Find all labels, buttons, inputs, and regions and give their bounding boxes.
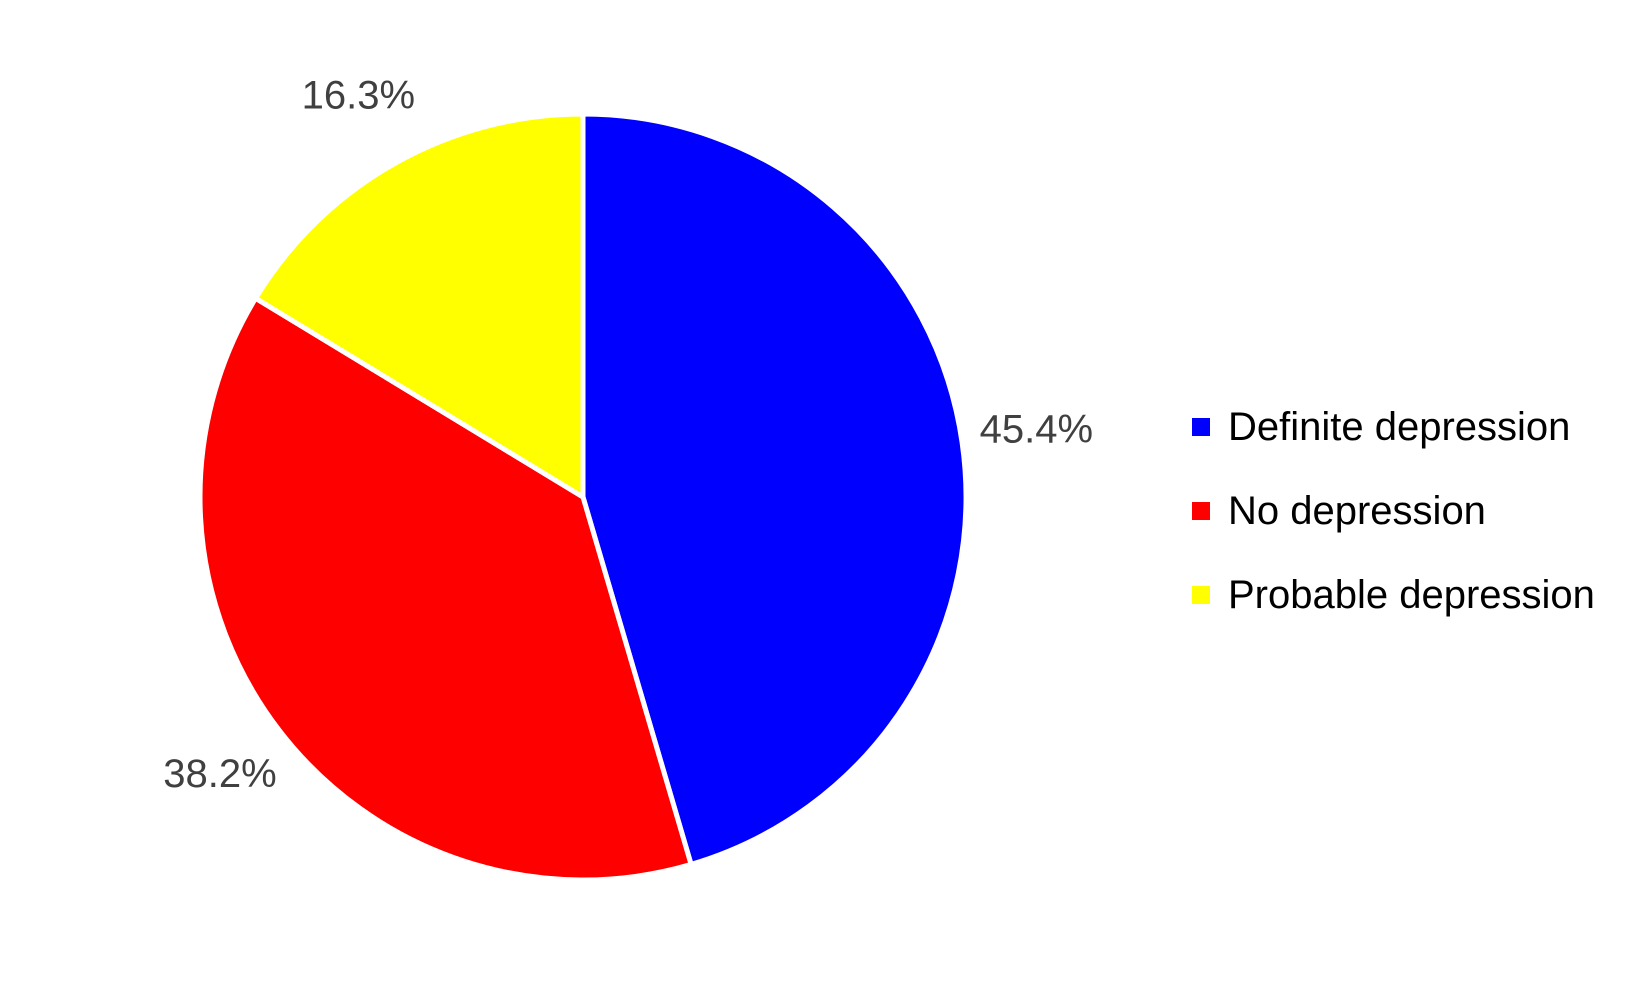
pie-slice-definite-depression: [580, 111, 969, 868]
legend-item-no-depression: No depression: [1192, 469, 1632, 553]
legend-label-no-depression: No depression: [1228, 488, 1486, 533]
legend-swatch-no-depression: [1192, 502, 1210, 520]
legend-label-probable-depression: Probable depression: [1228, 572, 1595, 617]
data-label-definite-depression: 45.4%: [980, 407, 1093, 451]
legend-swatch-probable-depression: [1192, 586, 1210, 604]
pie-data-labels: 45.4% 38.2% 16.3%: [163, 73, 1093, 795]
legend-item-probable-depression: Probable depression: [1192, 553, 1632, 637]
data-label-no-depression: 38.2%: [163, 752, 276, 796]
pie-slice-no-depression: [197, 294, 695, 883]
legend: Definite depression No depression Probab…: [1192, 385, 1632, 637]
legend-swatch-definite-depression: [1192, 418, 1210, 436]
pie-slices: [197, 111, 969, 883]
legend-label-definite-depression: Definite depression: [1228, 404, 1571, 449]
pie-slice-probable-depression: [252, 111, 586, 502]
legend-item-definite-depression: Definite depression: [1192, 385, 1632, 469]
data-label-probable-depression: 16.3%: [302, 73, 415, 117]
